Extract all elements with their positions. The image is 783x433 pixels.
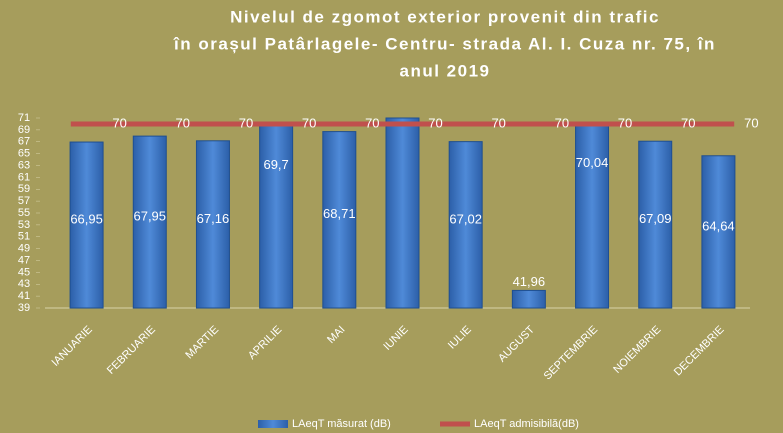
data-label: 70 xyxy=(112,115,126,130)
y-tick-label: 47 xyxy=(18,254,30,266)
data-label: 70 xyxy=(681,115,695,130)
y-tick-label: 55 xyxy=(18,207,30,219)
chart-title: Nivelul de zgomot exterior provenit din … xyxy=(230,7,660,26)
data-label: 67,16 xyxy=(197,211,230,226)
x-tick-label: IANUARIE xyxy=(50,324,95,369)
y-tick-label: 67 xyxy=(18,136,30,148)
legend-label: LAeqT măsurat (dB) xyxy=(292,418,391,430)
y-tick-label: 59 xyxy=(18,183,30,195)
bar xyxy=(448,141,483,309)
bar xyxy=(322,131,357,309)
data-label: 67,09 xyxy=(639,211,672,226)
data-label: 70 xyxy=(302,115,316,130)
y-tick-label: 45 xyxy=(18,266,30,278)
y-tick-label: 65 xyxy=(18,148,30,160)
data-label: 64,64 xyxy=(702,218,735,233)
bar xyxy=(132,135,167,309)
y-tick-label: 43 xyxy=(18,278,30,290)
legend-label: LAeqT admisibilă(dB) xyxy=(474,418,579,430)
y-tick-label: 49 xyxy=(18,243,30,255)
y-tick-label: 69 xyxy=(18,124,30,136)
data-label: 70 xyxy=(176,115,190,130)
data-label: 70 xyxy=(744,115,758,130)
x-tick-label: MAI xyxy=(325,324,347,346)
x-tick-label: FEBRUARIE xyxy=(105,324,158,377)
x-tick-label: MARTIE xyxy=(183,324,221,362)
data-label: 66,95 xyxy=(70,211,103,226)
y-tick-label: 51 xyxy=(18,231,30,243)
bar xyxy=(575,123,610,309)
data-label: 70 xyxy=(365,115,379,130)
y-tick-label: 39 xyxy=(18,302,30,314)
bar xyxy=(385,117,420,309)
data-label: 67,95 xyxy=(133,208,166,223)
x-tick-label: SEPTEMBRIE xyxy=(542,324,601,383)
y-tick-label: 41 xyxy=(18,290,30,302)
data-label: 70 xyxy=(618,115,632,130)
data-label: 70 xyxy=(491,115,505,130)
y-tick-label: 63 xyxy=(18,159,30,171)
x-tick-label: APRILIE xyxy=(246,324,284,362)
x-tick-label: NOIEMBRIE xyxy=(611,324,663,376)
x-tick-label: DECEMBRIE xyxy=(672,324,727,379)
y-tick-label: 61 xyxy=(18,171,30,183)
y-tick-label: 71 xyxy=(18,112,30,124)
data-label: 70,04 xyxy=(576,155,609,170)
data-label: 67,02 xyxy=(449,211,482,226)
bar xyxy=(195,140,230,309)
bar xyxy=(701,155,736,309)
data-label: 69,7 xyxy=(263,157,288,172)
data-label: 70 xyxy=(428,115,442,130)
y-tick-label: 53 xyxy=(18,219,30,231)
x-tick-label: IULIE xyxy=(446,324,474,352)
data-label: 70 xyxy=(555,115,569,130)
chart-title: în orașul Patârlagele- Centru- strada Al… xyxy=(173,34,716,53)
x-tick-label: IUNIE xyxy=(381,324,410,353)
data-label: 41,96 xyxy=(513,274,546,289)
data-label: 68,71 xyxy=(323,206,356,221)
legend-swatch xyxy=(258,420,288,428)
y-tick-label: 57 xyxy=(18,195,30,207)
bar xyxy=(638,140,673,309)
data-label: 70 xyxy=(239,115,253,130)
x-tick-label: AUGUST xyxy=(496,323,537,364)
bar xyxy=(511,289,546,309)
bar xyxy=(259,125,294,309)
bar xyxy=(69,141,104,309)
chart-title: anul 2019 xyxy=(400,61,491,80)
